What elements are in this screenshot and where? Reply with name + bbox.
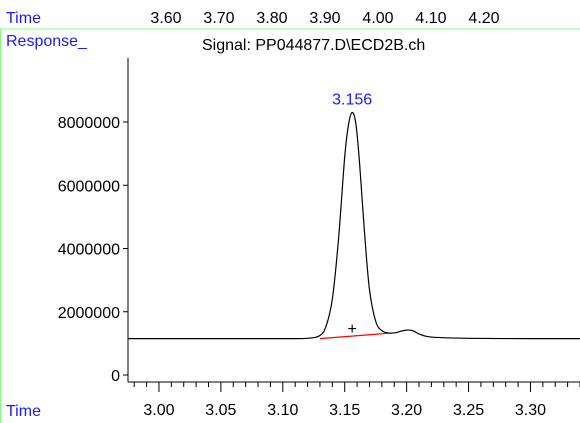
header-time-ticks: 3.60 3.70 3.80 3.90 4.00 4.10 4.20: [150, 10, 499, 27]
y-tick-label: 0: [111, 368, 120, 385]
x-tick-label: 3.15: [329, 402, 360, 419]
header-tick-label: 3.80: [256, 10, 287, 27]
integration-baseline: [319, 332, 392, 340]
y-tick-label: 2000000: [58, 305, 120, 322]
y-tick-label: 6000000: [58, 178, 120, 195]
y-tick-label: 8000000: [58, 115, 120, 132]
time-label-bottom: Time: [6, 403, 41, 420]
x-tick-label: 3.00: [143, 402, 174, 419]
header-tick-label: 3.70: [203, 10, 234, 27]
header-tick-label: 3.60: [150, 10, 181, 27]
x-tick-label: 3.25: [453, 402, 484, 419]
peak-retention-label: 3.156: [332, 92, 372, 109]
x-tick-label: 3.30: [515, 402, 546, 419]
x-axis-ticks: 3.00 3.05 3.10 3.15 3.20 3.25 3.30: [133, 382, 580, 419]
cursor-marker: +: [347, 321, 356, 338]
x-tick-label: 3.05: [205, 402, 236, 419]
signal-title: Signal: PP044877.D\ECD2B.ch: [202, 37, 425, 54]
time-label-top: Time: [6, 10, 41, 27]
y-axis-ticks: 0 2000000 4000000 6000000 8000000: [58, 115, 128, 385]
header-tick-label: 4.00: [362, 10, 393, 27]
header-tick-label: 4.20: [468, 10, 499, 27]
header-tick-label: 3.90: [309, 10, 340, 27]
x-tick-label: 3.10: [267, 402, 298, 419]
signal-trace: [128, 111, 580, 340]
header-tick-label: 4.10: [415, 10, 446, 27]
y-tick-label: 4000000: [58, 242, 120, 259]
response-label: Response_: [6, 33, 88, 50]
x-tick-label: 3.20: [391, 402, 422, 419]
